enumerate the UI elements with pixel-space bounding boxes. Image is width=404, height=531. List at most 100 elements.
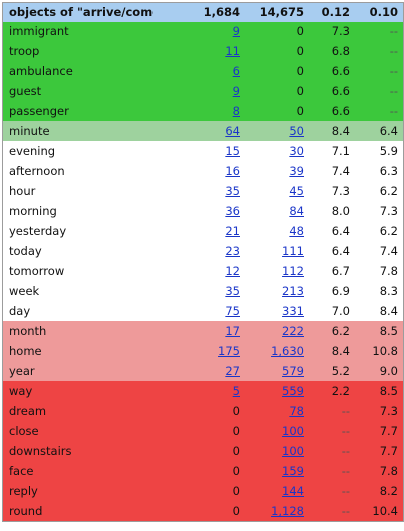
- row-count-2-cell: 579: [245, 361, 309, 381]
- table-row: afternoon 16 39 7.4 6.3: [3, 161, 403, 181]
- row-count-1-link[interactable]: 5: [232, 384, 240, 398]
- row-count-2-link[interactable]: 213: [282, 284, 304, 298]
- row-count-2-value: 0: [296, 24, 304, 38]
- row-count-1-cell: 0: [153, 461, 245, 481]
- row-word: passenger: [3, 101, 153, 121]
- row-count-1-value: 0: [232, 404, 240, 418]
- row-count-2-link[interactable]: 100: [282, 424, 304, 438]
- row-count-1-cell: 75: [153, 301, 245, 321]
- row-score-1: 6.6: [309, 101, 355, 121]
- row-count-1-cell: 175: [153, 341, 245, 361]
- row-count-2-link[interactable]: 112: [282, 264, 304, 278]
- row-count-1-cell: 17: [153, 321, 245, 341]
- row-word: afternoon: [3, 161, 153, 181]
- row-count-1-link[interactable]: 9: [232, 84, 240, 98]
- row-count-2-link[interactable]: 559: [282, 384, 304, 398]
- table-row: guest 9 0 6.6 --: [3, 81, 403, 101]
- row-count-1-link[interactable]: 9: [232, 24, 240, 38]
- table-row: downstairs 0 100 -- 7.7: [3, 441, 403, 461]
- row-count-1-link[interactable]: 36: [225, 204, 240, 218]
- row-count-1-cell: 0: [153, 441, 245, 461]
- row-score-2: 7.7: [355, 441, 403, 461]
- row-score-2: --: [355, 61, 403, 81]
- table-row: yesterday 21 48 6.4 6.2: [3, 221, 403, 241]
- row-word: downstairs: [3, 441, 153, 461]
- row-count-1-link[interactable]: 175: [218, 344, 240, 358]
- row-count-1-link[interactable]: 17: [225, 324, 240, 338]
- row-count-2-link[interactable]: 39: [289, 164, 304, 178]
- row-word: day: [3, 301, 153, 321]
- row-score-1: 6.4: [309, 221, 355, 241]
- row-score-1: 7.1: [309, 141, 355, 161]
- row-count-2-link[interactable]: 144: [282, 484, 304, 498]
- row-score-1: 6.2: [309, 321, 355, 341]
- row-count-2-link[interactable]: 30: [289, 144, 304, 158]
- row-count-1-link[interactable]: 16: [225, 164, 240, 178]
- row-word: guest: [3, 81, 153, 101]
- row-count-1-link[interactable]: 23: [225, 244, 240, 258]
- row-count-1-cell: 6: [153, 61, 245, 81]
- row-score-2: 7.8: [355, 461, 403, 481]
- row-count-2-cell: 213: [245, 281, 309, 301]
- table-row: reply 0 144 -- 8.2: [3, 481, 403, 501]
- row-count-1-cell: 36: [153, 201, 245, 221]
- row-count-1-link[interactable]: 6: [232, 64, 240, 78]
- row-count-1-link[interactable]: 27: [225, 364, 240, 378]
- row-score-1: 8.4: [309, 121, 355, 141]
- row-count-1-link[interactable]: 11: [225, 44, 240, 58]
- row-count-1-link[interactable]: 21: [225, 224, 240, 238]
- row-score-2: 7.4: [355, 241, 403, 261]
- row-count-2-link[interactable]: 579: [282, 364, 304, 378]
- row-score-2: 10.4: [355, 501, 403, 521]
- row-word: today: [3, 241, 153, 261]
- table-row: tomorrow 12 112 6.7 7.8: [3, 261, 403, 281]
- row-count-1-link[interactable]: 35: [225, 284, 240, 298]
- row-score-2: --: [355, 81, 403, 101]
- row-count-2-link[interactable]: 84: [289, 204, 304, 218]
- row-count-2-link[interactable]: 78: [289, 404, 304, 418]
- row-count-2-link[interactable]: 1,630: [271, 344, 304, 358]
- row-count-2-link[interactable]: 48: [289, 224, 304, 238]
- row-count-1-link[interactable]: 64: [225, 124, 240, 138]
- row-score-2: 6.4: [355, 121, 403, 141]
- row-count-2-link[interactable]: 159: [282, 464, 304, 478]
- row-score-2: 6.2: [355, 181, 403, 201]
- row-count-2-value: 0: [296, 64, 304, 78]
- row-count-1-link[interactable]: 15: [225, 144, 240, 158]
- row-count-2-link[interactable]: 1,128: [271, 504, 304, 518]
- row-score-2: 8.3: [355, 281, 403, 301]
- row-count-1-cell: 23: [153, 241, 245, 261]
- row-count-2-cell: 0: [245, 22, 309, 41]
- table-row: way 5 559 2.2 8.5: [3, 381, 403, 401]
- row-count-2-cell: 0: [245, 81, 309, 101]
- row-count-2-link[interactable]: 50: [289, 124, 304, 138]
- row-count-1-link[interactable]: 35: [225, 184, 240, 198]
- row-score-1: --: [309, 501, 355, 521]
- row-count-1-link[interactable]: 8: [232, 104, 240, 118]
- row-score-1: 6.6: [309, 81, 355, 101]
- row-count-2-link[interactable]: 331: [282, 304, 304, 318]
- row-score-2: 6.2: [355, 221, 403, 241]
- table-body: immigrant 9 0 7.3 -- troop 11 0 6.8 -- ambulance 6 0…: [3, 22, 403, 521]
- row-count-2-cell: 559: [245, 381, 309, 401]
- row-count-2-link[interactable]: 100: [282, 444, 304, 458]
- row-count-1-cell: 11: [153, 41, 245, 61]
- row-count-1-cell: 21: [153, 221, 245, 241]
- row-score-1: 2.2: [309, 381, 355, 401]
- row-score-2: 7.3: [355, 401, 403, 421]
- table-row: week 35 213 6.9 8.3: [3, 281, 403, 301]
- table-row: immigrant 9 0 7.3 --: [3, 22, 403, 41]
- row-score-2: 9.0: [355, 361, 403, 381]
- row-count-1-cell: 35: [153, 181, 245, 201]
- row-count-2-value: 0: [296, 104, 304, 118]
- header-row: objects of "arrive/come" 1,684 14,675 0.…: [3, 3, 403, 22]
- row-score-2: 7.3: [355, 201, 403, 221]
- row-count-1-value: 0: [232, 424, 240, 438]
- table-row: ambulance 6 0 6.6 --: [3, 61, 403, 81]
- row-count-2-link[interactable]: 222: [282, 324, 304, 338]
- row-count-1-link[interactable]: 12: [225, 264, 240, 278]
- row-count-2-link[interactable]: 45: [289, 184, 304, 198]
- row-count-2-cell: 50: [245, 121, 309, 141]
- row-count-1-link[interactable]: 75: [225, 304, 240, 318]
- row-count-2-link[interactable]: 111: [282, 244, 304, 258]
